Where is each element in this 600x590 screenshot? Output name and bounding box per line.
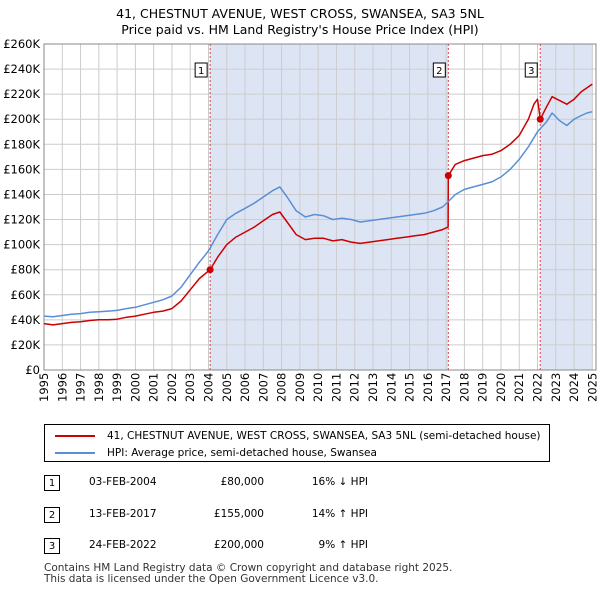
chart-title-line1: 41, CHESTNUT AVENUE, WEST CROSS, SWANSEA… (116, 6, 484, 21)
x-tick-label: 2004 (202, 373, 216, 402)
x-tick-label: 1996 (55, 373, 69, 402)
footer-copyright: Contains HM Land Registry data © Crown c… (44, 562, 453, 574)
x-tick-label: 2005 (220, 373, 234, 402)
y-tick-label: £200K (3, 112, 40, 126)
x-tick-label: 2020 (494, 373, 508, 402)
sale-point (206, 266, 214, 274)
legend: 41, CHESTNUT AVENUE, WEST CROSS, SWANSEA… (44, 424, 550, 462)
x-tick-label: 2010 (311, 373, 325, 402)
transaction-price: £80,000 (220, 476, 264, 488)
transaction-date: 24-FEB-2022 (89, 539, 157, 551)
transaction-hpi: 14% ↑ HPI (311, 508, 368, 520)
x-tick-label: 1997 (74, 373, 88, 402)
transaction-price: £155,000 (213, 508, 264, 520)
x-tick-label: 2024 (567, 373, 581, 402)
transaction-date: 13-FEB-2017 (89, 508, 157, 520)
legend-swatch-price-paid (55, 435, 95, 437)
sale-point (536, 115, 544, 123)
x-tick-label: 2023 (549, 373, 563, 402)
x-tick-label: 2011 (329, 373, 343, 402)
y-tick-label: £120K (3, 213, 40, 227)
x-tick-label: 2003 (183, 373, 197, 402)
x-tick-label: 2013 (366, 373, 380, 402)
sale-marker-box (194, 62, 208, 78)
x-tick-label: 1999 (110, 373, 124, 402)
x-tick-label: 2021 (512, 373, 526, 402)
price-chart: £0 £20K £40K £60K £80K £100K £120K £140K £160K £1… (3, 37, 599, 402)
sale-marker-box (432, 62, 446, 78)
x-tick-label: 2015 (403, 373, 417, 402)
transaction-price: £200,000 (213, 539, 264, 551)
price-paid-line (43, 83, 593, 326)
x-tick-label: 2009 (293, 373, 307, 402)
sale-marker-box (524, 62, 538, 78)
transaction-hpi: 16% ↓ HPI (311, 476, 368, 488)
x-tick-label: 2019 (476, 373, 490, 402)
x-tick-label: 2017 (439, 373, 453, 402)
transaction-hpi: 9% ↑ HPI (318, 539, 368, 551)
x-tick-label: 2014 (384, 373, 398, 402)
x-tick-label: 2016 (421, 373, 435, 402)
legend-label-price-paid: 41, CHESTNUT AVENUE, WEST CROSS, SWANSEA… (107, 430, 541, 442)
sale-marker-label: 2 (436, 66, 442, 77)
x-tick-label: 2006 (238, 373, 252, 402)
x-tick-label: 2018 (457, 373, 471, 402)
sale-point (444, 172, 452, 180)
y-tick-label: £60K (11, 288, 41, 302)
y-tick-label: £240K (3, 62, 40, 76)
plot-border (43, 43, 597, 371)
x-tick-label: 2008 (275, 373, 289, 402)
x-tick-label: 2002 (165, 373, 179, 402)
y-tick-label: £80K (11, 263, 41, 277)
footer-licence: This data is licensed under the Open Gov… (44, 573, 379, 585)
y-tick-label: £180K (3, 137, 40, 151)
x-tick-label: 2025 (585, 373, 599, 402)
x-tick-label: 2012 (348, 373, 362, 402)
legend-swatch-hpi (55, 452, 95, 454)
sale-marker-label: 1 (198, 66, 204, 77)
transaction-number: 1 (44, 475, 60, 491)
transaction-date: 03-FEB-2004 (89, 476, 157, 488)
y-tick-label: £100K (3, 238, 40, 252)
legend-label-hpi: HPI: Average price, semi-detached house,… (107, 447, 377, 459)
y-tick-label: £20K (11, 338, 41, 352)
chart-title-line2: Price paid vs. HM Land Registry's House … (121, 22, 479, 37)
sale-marker-label: 3 (528, 66, 534, 77)
legend-entry-price-paid: 41, CHESTNUT AVENUE, WEST CROSS, SWANSEA… (55, 428, 541, 444)
x-tick-label: 1998 (92, 373, 106, 402)
hpi-line (43, 110, 593, 318)
shaded-period (210, 44, 449, 370)
transaction-number: 2 (44, 507, 60, 523)
y-tick-label: £0 (25, 363, 40, 377)
y-tick-label: £40K (11, 313, 41, 327)
transaction-number: 3 (44, 538, 60, 554)
shaded-period (540, 44, 593, 370)
x-tick-label: 2000 (128, 373, 142, 402)
y-tick-label: £140K (3, 187, 40, 201)
y-tick-label: £260K (3, 37, 40, 51)
x-tick-label: 2001 (147, 373, 161, 402)
y-tick-label: £160K (3, 162, 40, 176)
y-tick-label: £220K (3, 87, 40, 101)
x-tick-label: 2007 (256, 373, 270, 402)
legend-entry-hpi: HPI: Average price, semi-detached house,… (55, 445, 377, 461)
x-tick-label: 1995 (37, 373, 51, 402)
x-tick-label: 2022 (531, 373, 545, 402)
